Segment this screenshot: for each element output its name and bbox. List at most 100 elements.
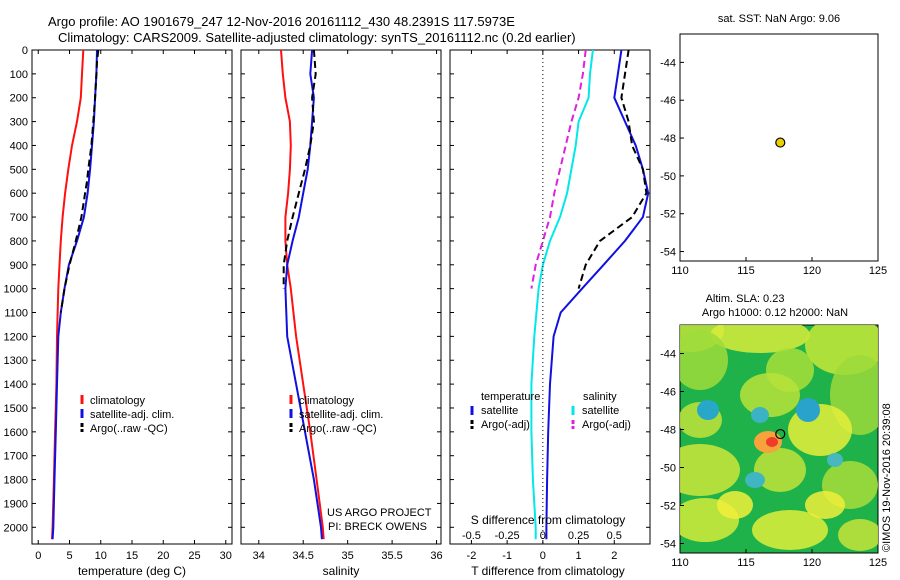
difference-xtick-label: 0: [540, 550, 546, 562]
temperature-xtick-label: 10: [95, 550, 107, 562]
salinity-axis-label: salinity: [323, 564, 360, 578]
depth-tick-label: 700: [10, 212, 28, 224]
sla-low-anomaly: [697, 400, 719, 420]
temperature-series-climatology: [51, 49, 85, 540]
s-difference-tick-label: 0: [540, 530, 546, 542]
sla-anomaly: [838, 519, 878, 551]
legend-label: Argo(-adj): [582, 419, 631, 431]
sst-ytick-label: -48: [660, 133, 676, 145]
sla-xtick-label: 110: [671, 557, 689, 569]
sst-ytick-label: -50: [660, 171, 676, 183]
sla-ytick-label: -46: [660, 387, 676, 399]
sla-xtick-label: 125: [869, 557, 887, 569]
s-difference-axis-label: S difference from climatology: [471, 513, 626, 527]
difference-xtick-label: 2: [611, 550, 617, 562]
sla-ytick-label: -50: [660, 463, 676, 475]
legend-label: Argo(-adj): [481, 419, 530, 431]
sla-low-anomaly: [751, 407, 769, 423]
imos-timestamp: ©IMOS 19-Nov-2016 20:39:08: [881, 403, 893, 552]
salinity-xtick-label: 36: [430, 550, 442, 562]
float-position-marker: [775, 428, 786, 440]
depth-tick-label: 1600: [4, 427, 28, 439]
depth-tick-label: 100: [10, 69, 28, 81]
difference-series-argo--adj-: [530, 49, 587, 289]
legend-label: satellite-adj. clim.: [299, 409, 383, 421]
sla-low-anomaly: [745, 472, 765, 488]
sla-ytick-label: -52: [660, 501, 676, 513]
figure-title-line1: Argo profile: AO 1901679_247 12-Nov-2016…: [48, 14, 515, 29]
salinity-xtick-label: 35: [342, 550, 354, 562]
depth-tick-label: 800: [10, 236, 28, 248]
sla-low-anomaly: [796, 398, 820, 422]
sst-ytick-label: -54: [660, 247, 676, 259]
difference-xtick-label: 1: [576, 550, 582, 562]
depth-tick-label: 900: [10, 260, 28, 272]
depth-tick-label: 2000: [4, 522, 28, 534]
sst-map: 110 115 120 125 -44 -46 -48 -50 -52 -54: [660, 57, 887, 277]
temperature-panel: [31, 49, 233, 545]
depth-tick-label: 1800: [4, 475, 28, 487]
sla-xtick-label: 120: [803, 557, 821, 569]
sla-anomaly: [752, 510, 828, 550]
figure-title-line2: Climatology: CARS2009. Satellite-adjuste…: [58, 30, 576, 45]
legend-label: climatology: [90, 395, 146, 407]
sla-map: 110 115 120 125 -44 -46 -48 -50 -52 -54: [660, 325, 887, 569]
sst-ytick-label: -52: [660, 209, 676, 221]
s-difference-tick-label: 0.5: [607, 530, 622, 542]
sla-anomaly: [680, 444, 740, 496]
depth-tick-label: 1100: [4, 308, 28, 320]
legend-label: satellite-adj. clim.: [90, 409, 174, 421]
difference-xtick-label: -1: [502, 550, 512, 562]
salinity-xtick-label: 35.5: [381, 550, 402, 562]
legend-header: salinity: [583, 391, 617, 403]
t-difference-axis-label: T difference from climatology: [471, 564, 625, 578]
legend-label: Argo(..raw -QC): [90, 423, 168, 435]
sla-high-anomaly: [766, 437, 778, 447]
difference-series-satellite: [530, 49, 594, 540]
sla-anomaly: [680, 330, 728, 390]
temperature-xtick-label: 20: [157, 550, 169, 562]
float-position-marker: [775, 137, 786, 148]
sla-anomaly: [740, 373, 800, 417]
sla-anomaly: [717, 491, 753, 519]
sst-xtick-label: 125: [869, 265, 887, 277]
salinity-series-satellite-adj--clim-: [284, 49, 323, 540]
sla-ytick-label: -54: [660, 539, 676, 551]
sst-ytick-label: -44: [660, 57, 676, 69]
legend-label: climatology: [299, 395, 355, 407]
pi-credit: PI: BRECK OWENS: [328, 521, 427, 533]
difference-plot: temperature salinity satellite Argo(-adj) sa…: [450, 49, 650, 562]
sla-field: [680, 325, 878, 551]
s-difference-tick-label: 0.25: [568, 530, 589, 542]
difference-panel: [449, 49, 651, 545]
temperature-series-argo---raw--qc-: [59, 49, 100, 313]
legend-header: temperature: [481, 391, 540, 403]
temperature-xtick-label: 0: [35, 550, 41, 562]
project-credit: US ARGO PROJECT: [327, 507, 432, 519]
legend-label: Argo(..raw -QC): [299, 423, 377, 435]
difference-series-argo--adj-: [577, 49, 648, 289]
difference-series-satellite: [545, 49, 650, 540]
sla-ytick-label: -44: [660, 349, 676, 361]
temperature-series-satellite-adj--clim-: [51, 49, 98, 540]
difference-xtick-label: -2: [467, 550, 477, 562]
temperature-xtick-label: 30: [220, 550, 232, 562]
temperature-xtick-label: 25: [188, 550, 200, 562]
salinity-xtick-label: 34: [253, 550, 265, 562]
depth-tick-label: 500: [10, 164, 28, 176]
sla-xtick-label: 115: [737, 557, 755, 569]
temperature-xtick-label: 5: [66, 550, 72, 562]
salinity-panel: [240, 49, 442, 545]
depth-tick-label: 1000: [4, 284, 28, 296]
sla-anomaly: [754, 448, 806, 492]
depth-tick-label: 600: [10, 188, 28, 200]
legend-label: satellite: [481, 405, 518, 417]
sla-map-title-line1: Altim. SLA: 0.23: [706, 293, 785, 305]
sla-low-anomaly: [827, 453, 843, 467]
s-difference-tick-label: -0.25: [495, 530, 520, 542]
legend-label: satellite: [582, 405, 619, 417]
sst-map-panel: [679, 33, 879, 262]
depth-tick-label: 1300: [4, 355, 28, 367]
sst-xtick-label: 110: [671, 265, 689, 277]
